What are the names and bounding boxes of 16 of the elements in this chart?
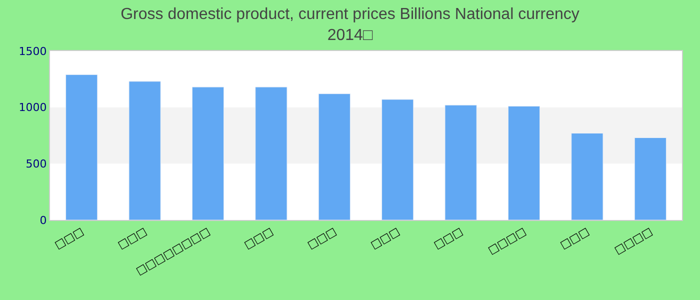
bar <box>571 133 604 220</box>
y-tick-label: 0 <box>40 214 47 227</box>
y-tick-label: 500 <box>26 158 47 171</box>
bar <box>508 106 540 220</box>
bar <box>382 99 414 220</box>
y-tick-label: 1000 <box>18 101 47 114</box>
bar <box>634 138 666 220</box>
bar <box>66 74 98 220</box>
chart-subtitle: 2014□ <box>327 27 373 44</box>
bar <box>128 81 161 220</box>
y-tick-label: 1500 <box>18 44 47 58</box>
chart-title: Gross domestic product, current prices Billions National currency <box>120 6 580 24</box>
bar <box>444 104 477 220</box>
bar <box>255 86 288 220</box>
bar <box>192 86 224 220</box>
bar <box>318 94 350 220</box>
